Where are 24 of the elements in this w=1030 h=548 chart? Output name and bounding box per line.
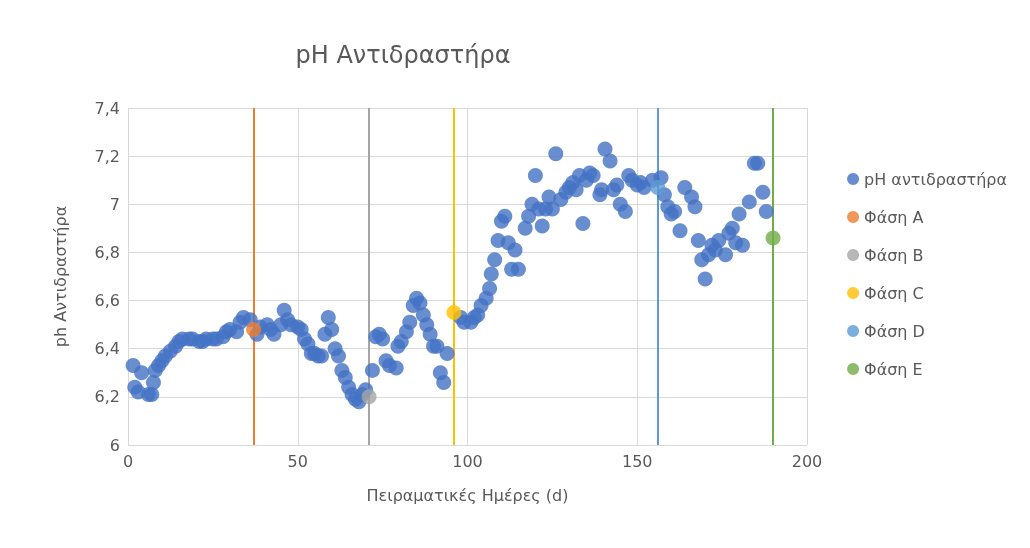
y-axis-title: ph Αντιδραστήρα — [50, 205, 70, 348]
x-tick-label: 200 — [791, 451, 823, 471]
legend-label: pH αντιδραστήρα — [864, 169, 1008, 189]
y-tick-label: 6,8 — [94, 242, 120, 262]
x-tick-label: 100 — [452, 451, 483, 471]
legend-label: Φάση B — [864, 245, 924, 265]
y-tick-label: 7 — [109, 194, 120, 214]
x-tick-label: 50 — [287, 451, 308, 471]
legend-label: Φάση A — [864, 207, 924, 227]
y-tick-label: 7,4 — [94, 98, 120, 118]
y-tick-label: 6,4 — [94, 339, 120, 359]
point — [765, 230, 781, 246]
y-tick-label: 7,2 — [94, 146, 120, 166]
x-tick-label: 150 — [621, 451, 653, 471]
y-tick-label: 6,2 — [94, 387, 120, 407]
x-tick-label: 0 — [122, 451, 134, 471]
y-tick-label: 6 — [109, 435, 120, 455]
point — [446, 305, 462, 321]
legend-label: Φάση E — [864, 359, 923, 379]
legend-label: Φάση C — [864, 283, 924, 303]
x-axis-title: Πειραματικές Ημέρες (d) — [366, 485, 569, 505]
chart-title: pH Αντιδραστήρα — [295, 41, 511, 69]
y-tick-label: 6,6 — [94, 291, 120, 311]
legend-label: Φάση D — [864, 321, 925, 341]
